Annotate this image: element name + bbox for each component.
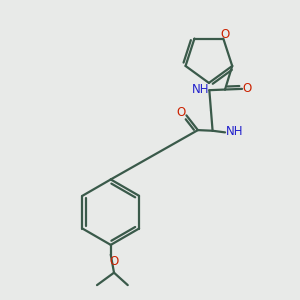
Text: NH: NH xyxy=(225,125,243,138)
Text: O: O xyxy=(220,28,229,41)
Text: O: O xyxy=(177,106,186,118)
Text: NH: NH xyxy=(191,83,209,96)
Text: O: O xyxy=(243,82,252,95)
Text: O: O xyxy=(110,255,118,268)
